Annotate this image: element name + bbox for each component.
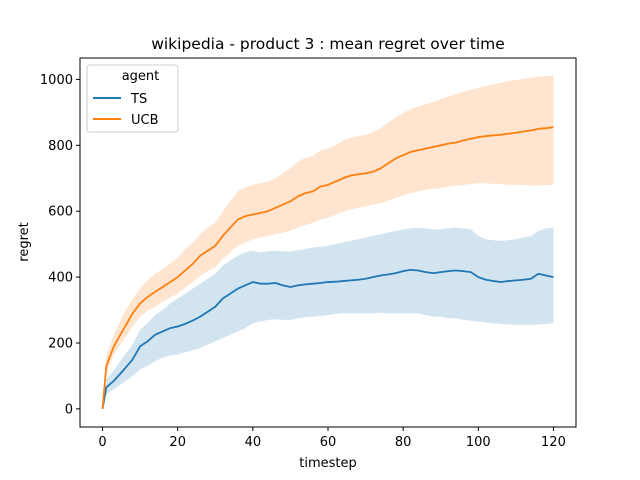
legend-label-ucb: UCB: [131, 113, 159, 128]
legend-label-ts: TS: [130, 92, 147, 107]
plot-area: [101, 75, 554, 410]
chart-title: wikipedia - product 3 : mean regret over…: [151, 35, 505, 53]
legend: agent TS UCB: [86, 64, 179, 133]
y-axis-title: regret: [17, 222, 32, 261]
legend-title: agent: [122, 69, 160, 84]
series-line-ts: [101, 268, 554, 410]
y-tick-label: 600: [48, 205, 73, 220]
y-tick-label: 800: [48, 139, 73, 154]
series-band-ucb: [102, 75, 554, 409]
y-tick-label: 400: [48, 271, 73, 286]
x-tick-label: 0: [98, 435, 106, 450]
y-tick-label: 200: [48, 336, 73, 351]
y-tick-label: 1000: [40, 73, 73, 88]
axes: 0 20 40 60 80 100 120 0 200 400 600 800 1000: [40, 57, 577, 450]
x-tick-label: 20: [169, 435, 186, 450]
y-tick-label: 0: [65, 402, 73, 417]
x-tick-label: 100: [466, 435, 491, 450]
x-tick-label: 60: [320, 435, 337, 450]
x-tick-label: 80: [395, 435, 412, 450]
series-line-ucb: [101, 126, 554, 409]
x-tick-label: 120: [541, 435, 566, 450]
x-tick-label: 40: [245, 435, 262, 450]
legend-box: [86, 64, 179, 133]
x-axis-title: timestep: [299, 456, 357, 471]
